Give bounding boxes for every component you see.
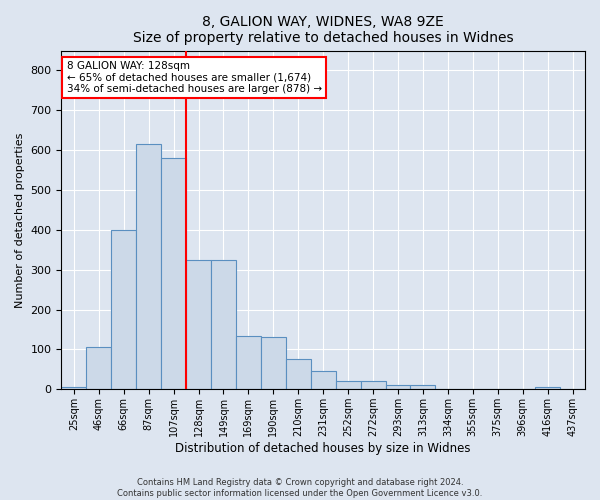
Bar — [361, 382, 386, 390]
Text: Contains HM Land Registry data © Crown copyright and database right 2024.
Contai: Contains HM Land Registry data © Crown c… — [118, 478, 482, 498]
Bar — [236, 336, 261, 390]
Bar — [86, 348, 111, 390]
Bar — [410, 386, 436, 390]
Bar — [335, 382, 361, 390]
Bar — [286, 360, 311, 390]
X-axis label: Distribution of detached houses by size in Widnes: Distribution of detached houses by size … — [175, 442, 471, 455]
Bar — [161, 158, 186, 390]
Bar — [261, 338, 286, 390]
Bar — [186, 260, 211, 390]
Bar — [61, 388, 86, 390]
Text: 8 GALION WAY: 128sqm
← 65% of detached houses are smaller (1,674)
34% of semi-de: 8 GALION WAY: 128sqm ← 65% of detached h… — [67, 60, 322, 94]
Y-axis label: Number of detached properties: Number of detached properties — [15, 132, 25, 308]
Bar — [386, 386, 410, 390]
Bar — [136, 144, 161, 390]
Bar — [311, 372, 335, 390]
Bar — [535, 388, 560, 390]
Bar — [111, 230, 136, 390]
Bar — [211, 260, 236, 390]
Title: 8, GALION WAY, WIDNES, WA8 9ZE
Size of property relative to detached houses in W: 8, GALION WAY, WIDNES, WA8 9ZE Size of p… — [133, 15, 514, 45]
